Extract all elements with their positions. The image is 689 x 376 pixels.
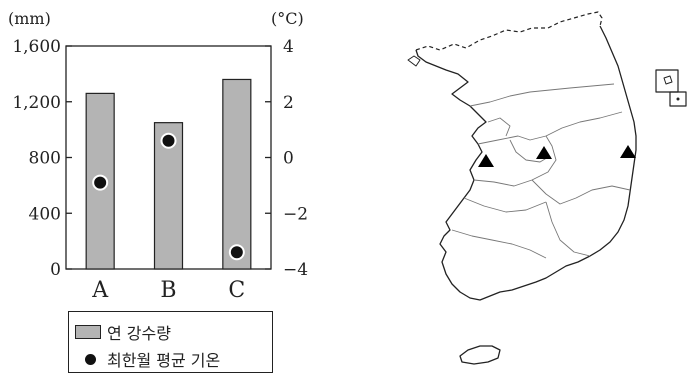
left-tick-label: 800 [29, 149, 61, 169]
dots-group [92, 132, 245, 261]
category-label-A: A [91, 278, 109, 303]
legend-label-precipitation: 연 강수량 [107, 324, 171, 343]
bars-group [85, 78, 252, 270]
left-tick-label: 0 [50, 260, 61, 280]
category-label-B: B [160, 278, 176, 303]
left-axis-ticks: 0 400 800 1,200 1,600 [12, 37, 72, 280]
right-tick-label: −2 [283, 204, 308, 224]
right-tick-label: 2 [283, 93, 294, 113]
left-tick-label: 1,200 [12, 93, 61, 113]
triangle-marker-3 [620, 145, 636, 158]
map-markers [478, 145, 636, 167]
left-axis-unit: (mm) [8, 9, 51, 28]
bar-swatch [75, 325, 101, 339]
combo-chart: (mm) (°C) 0 400 800 1,200 1,600 −4 −2 0 2 4 A B C [8, 9, 308, 303]
right-tick-label: 4 [283, 37, 294, 57]
dot-B [160, 132, 177, 149]
bar-C [222, 78, 252, 270]
dokdo-inset [669, 91, 687, 107]
right-axis-unit: (°C) [271, 9, 304, 28]
jeju-island [459, 345, 501, 365]
triangle-marker-1 [478, 154, 494, 167]
left-tick-label: 400 [29, 204, 61, 224]
right-axis-ticks: −4 −2 0 2 4 [265, 37, 308, 280]
legend-item-bar: 연 강수량 [69, 320, 171, 344]
triangle-marker-2 [536, 146, 552, 159]
mainland-outline [415, 25, 637, 301]
legend-item-dot: 최한월 평균 기온 [69, 347, 220, 371]
dot-A [92, 174, 109, 191]
west-island [407, 55, 421, 67]
dot-C [228, 244, 245, 261]
ulleungdo-inset [655, 69, 679, 93]
chart-legend: 연 강수량 최한월 평균 기온 [68, 311, 273, 373]
legend-label-temperature: 최한월 평균 기온 [107, 351, 221, 370]
korea-map [407, 11, 687, 365]
dot-swatch [85, 353, 96, 365]
category-label-C: C [228, 278, 245, 303]
left-tick-label: 1,600 [12, 37, 61, 57]
province-boundaries [451, 83, 631, 259]
category-labels: A B C [91, 278, 245, 303]
northern-boundary [415, 11, 603, 51]
ulleungdo-island [663, 75, 673, 85]
right-tick-label: 0 [283, 149, 294, 169]
dokdo-island [676, 97, 680, 101]
right-tick-label: −4 [283, 260, 308, 280]
